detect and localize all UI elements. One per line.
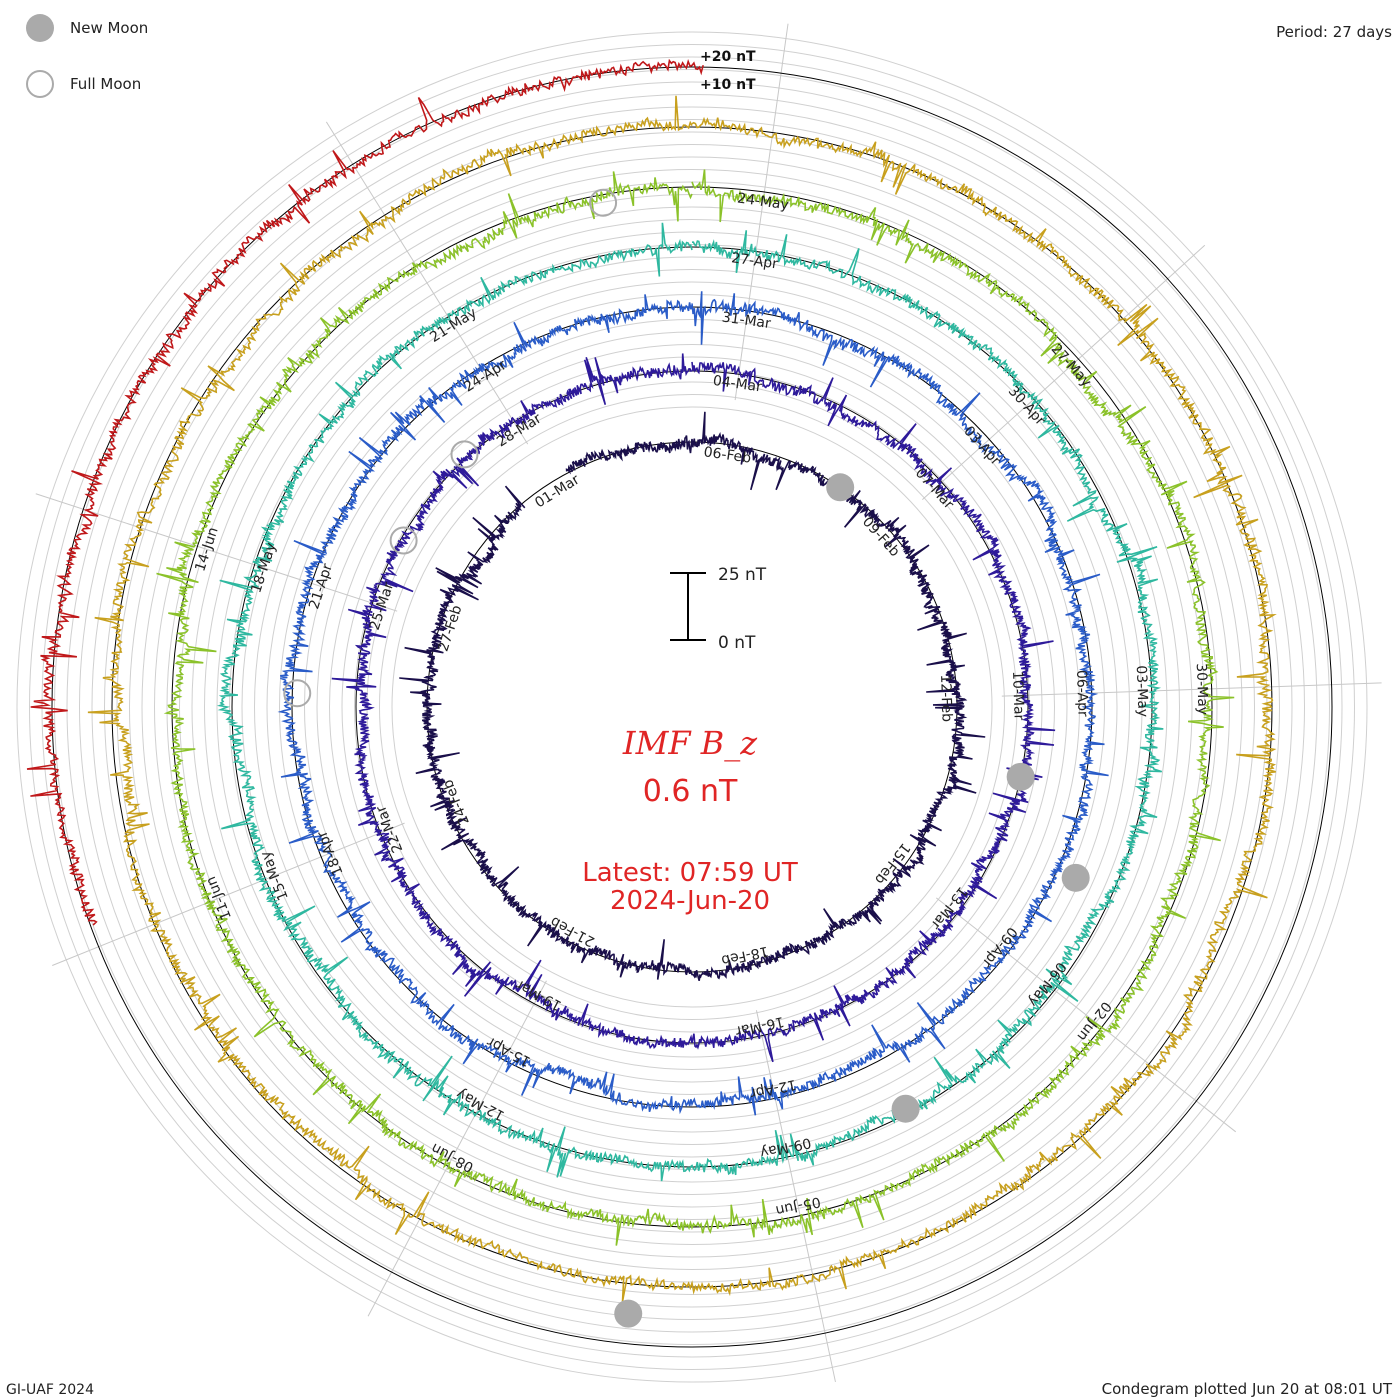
grid-circle xyxy=(391,406,993,1008)
period-label: Period: 27 days xyxy=(1276,23,1392,41)
grid-circle xyxy=(229,244,1155,1170)
grid-circle xyxy=(16,31,1368,1383)
date-label: 01-Mar xyxy=(532,472,582,512)
grid-circle xyxy=(254,269,1130,1145)
latest-date: 2024-Jun-20 xyxy=(609,886,771,916)
moon-markers xyxy=(283,188,1090,1328)
date-label: 15-May xyxy=(258,849,292,903)
date-label: 03-May xyxy=(1133,665,1151,717)
full-moon-marker xyxy=(283,679,312,708)
date-label: 18-Apr xyxy=(314,828,346,878)
trace-rotation-1 xyxy=(399,411,986,982)
legend-full-moon: Full Moon xyxy=(26,70,141,98)
date-label: 12-Apr xyxy=(748,1076,797,1101)
grid-circle xyxy=(91,106,1293,1308)
date-label: 30-Apr xyxy=(1005,383,1048,429)
legend-new-moon-label: New Moon xyxy=(70,19,149,37)
credit-label: GI-UAF 2024 xyxy=(6,1382,94,1398)
new-moon-marker xyxy=(1061,863,1090,892)
trace-rotation-6 xyxy=(87,95,1277,1302)
grid-circle xyxy=(129,144,1255,1270)
grid-spokes xyxy=(35,23,1382,1383)
date-label: 30-May xyxy=(1193,663,1211,715)
legend-full-moon-label: Full Moon xyxy=(70,75,142,93)
plotted-label: Condegram plotted Jun 20 at 08:01 UT xyxy=(1101,1380,1392,1398)
date-label: 27-Apr xyxy=(730,250,779,272)
grid-circle xyxy=(316,331,1068,1083)
scale-tick-20: +20 nT xyxy=(700,49,756,65)
date-label: 24-Apr xyxy=(461,357,509,395)
grid-spoke xyxy=(35,493,398,612)
grid-circle xyxy=(279,294,1105,1120)
full-moon-marker xyxy=(589,188,618,217)
bz-traces xyxy=(26,58,1277,1302)
current-value: 0.6 nT xyxy=(642,774,738,809)
trace-rotation-2 xyxy=(331,353,1056,1063)
grid-circle xyxy=(379,394,1005,1020)
date-label: 12-Feb xyxy=(937,674,955,722)
new-moon-marker xyxy=(614,1299,643,1328)
grid-circle xyxy=(216,231,1168,1183)
grid-circle xyxy=(241,256,1143,1158)
grid-circles xyxy=(16,31,1368,1383)
new-moon-icon xyxy=(26,14,54,42)
grid-spoke xyxy=(1001,682,1382,697)
baseline-rotation-7 xyxy=(51,66,1333,1348)
date-label: 06-Apr xyxy=(1073,670,1091,718)
grid-circle xyxy=(204,219,1180,1195)
date-label: 10-Mar xyxy=(1009,671,1027,721)
full-moon-icon xyxy=(26,70,54,98)
new-moon-marker xyxy=(1006,762,1035,791)
grid-circle xyxy=(79,94,1305,1320)
trace-rotation-7 xyxy=(26,58,704,926)
scale-tick-10: +10 nT xyxy=(700,77,756,93)
grid-circle xyxy=(191,206,1193,1208)
grid-circle xyxy=(104,119,1280,1295)
full-moon-marker xyxy=(389,526,418,555)
new-moon-marker xyxy=(891,1094,920,1123)
grid-circle xyxy=(304,319,1080,1095)
grid-circle xyxy=(41,56,1343,1358)
grid-spoke xyxy=(935,897,1237,1133)
grid-circle xyxy=(66,81,1318,1333)
grid-circle xyxy=(29,44,1355,1370)
grid-circle xyxy=(329,344,1055,1070)
grid-circle xyxy=(54,69,1330,1345)
date-label: 24-May xyxy=(736,190,790,213)
trace-rotation-3 xyxy=(277,291,1109,1116)
grid-spoke xyxy=(755,1010,836,1383)
trace-rotation-5 xyxy=(156,169,1235,1246)
legend-new-moon: New Moon xyxy=(26,14,148,42)
grid-circle xyxy=(341,356,1043,1058)
scale-bar-top-label: 25 nT xyxy=(718,565,767,585)
date-label: 18-Feb xyxy=(720,943,770,969)
trace-rotation-4 xyxy=(216,222,1164,1182)
chart-title: IMF B_z xyxy=(500,724,880,762)
chart-title-text: IMF B_z xyxy=(622,724,758,762)
grid-spoke xyxy=(325,121,529,445)
date-label: 04-Mar xyxy=(712,373,763,396)
grid-spoke xyxy=(922,244,1206,500)
date-label: 27-May xyxy=(1048,341,1095,390)
new-moon-marker xyxy=(826,473,855,502)
outer-scale-labels: +20 nT +10 nT xyxy=(700,49,756,93)
full-moon-marker xyxy=(450,440,479,469)
grid-spoke xyxy=(734,23,789,401)
grid-circle xyxy=(154,169,1230,1245)
grid-spoke xyxy=(52,822,405,966)
scale-bar: 25 nT 0 nT xyxy=(670,565,767,653)
grid-circle xyxy=(141,156,1243,1258)
date-label: 31-Mar xyxy=(721,309,772,332)
date-label: 06-Feb xyxy=(703,444,753,466)
grid-spoke xyxy=(367,980,547,1317)
scale-bar-bottom-label: 0 nT xyxy=(718,633,756,653)
date-label: 16-Mar xyxy=(734,1013,786,1039)
grid-circle xyxy=(266,281,1118,1133)
latest-time: Latest: 07:59 UT xyxy=(582,858,798,888)
